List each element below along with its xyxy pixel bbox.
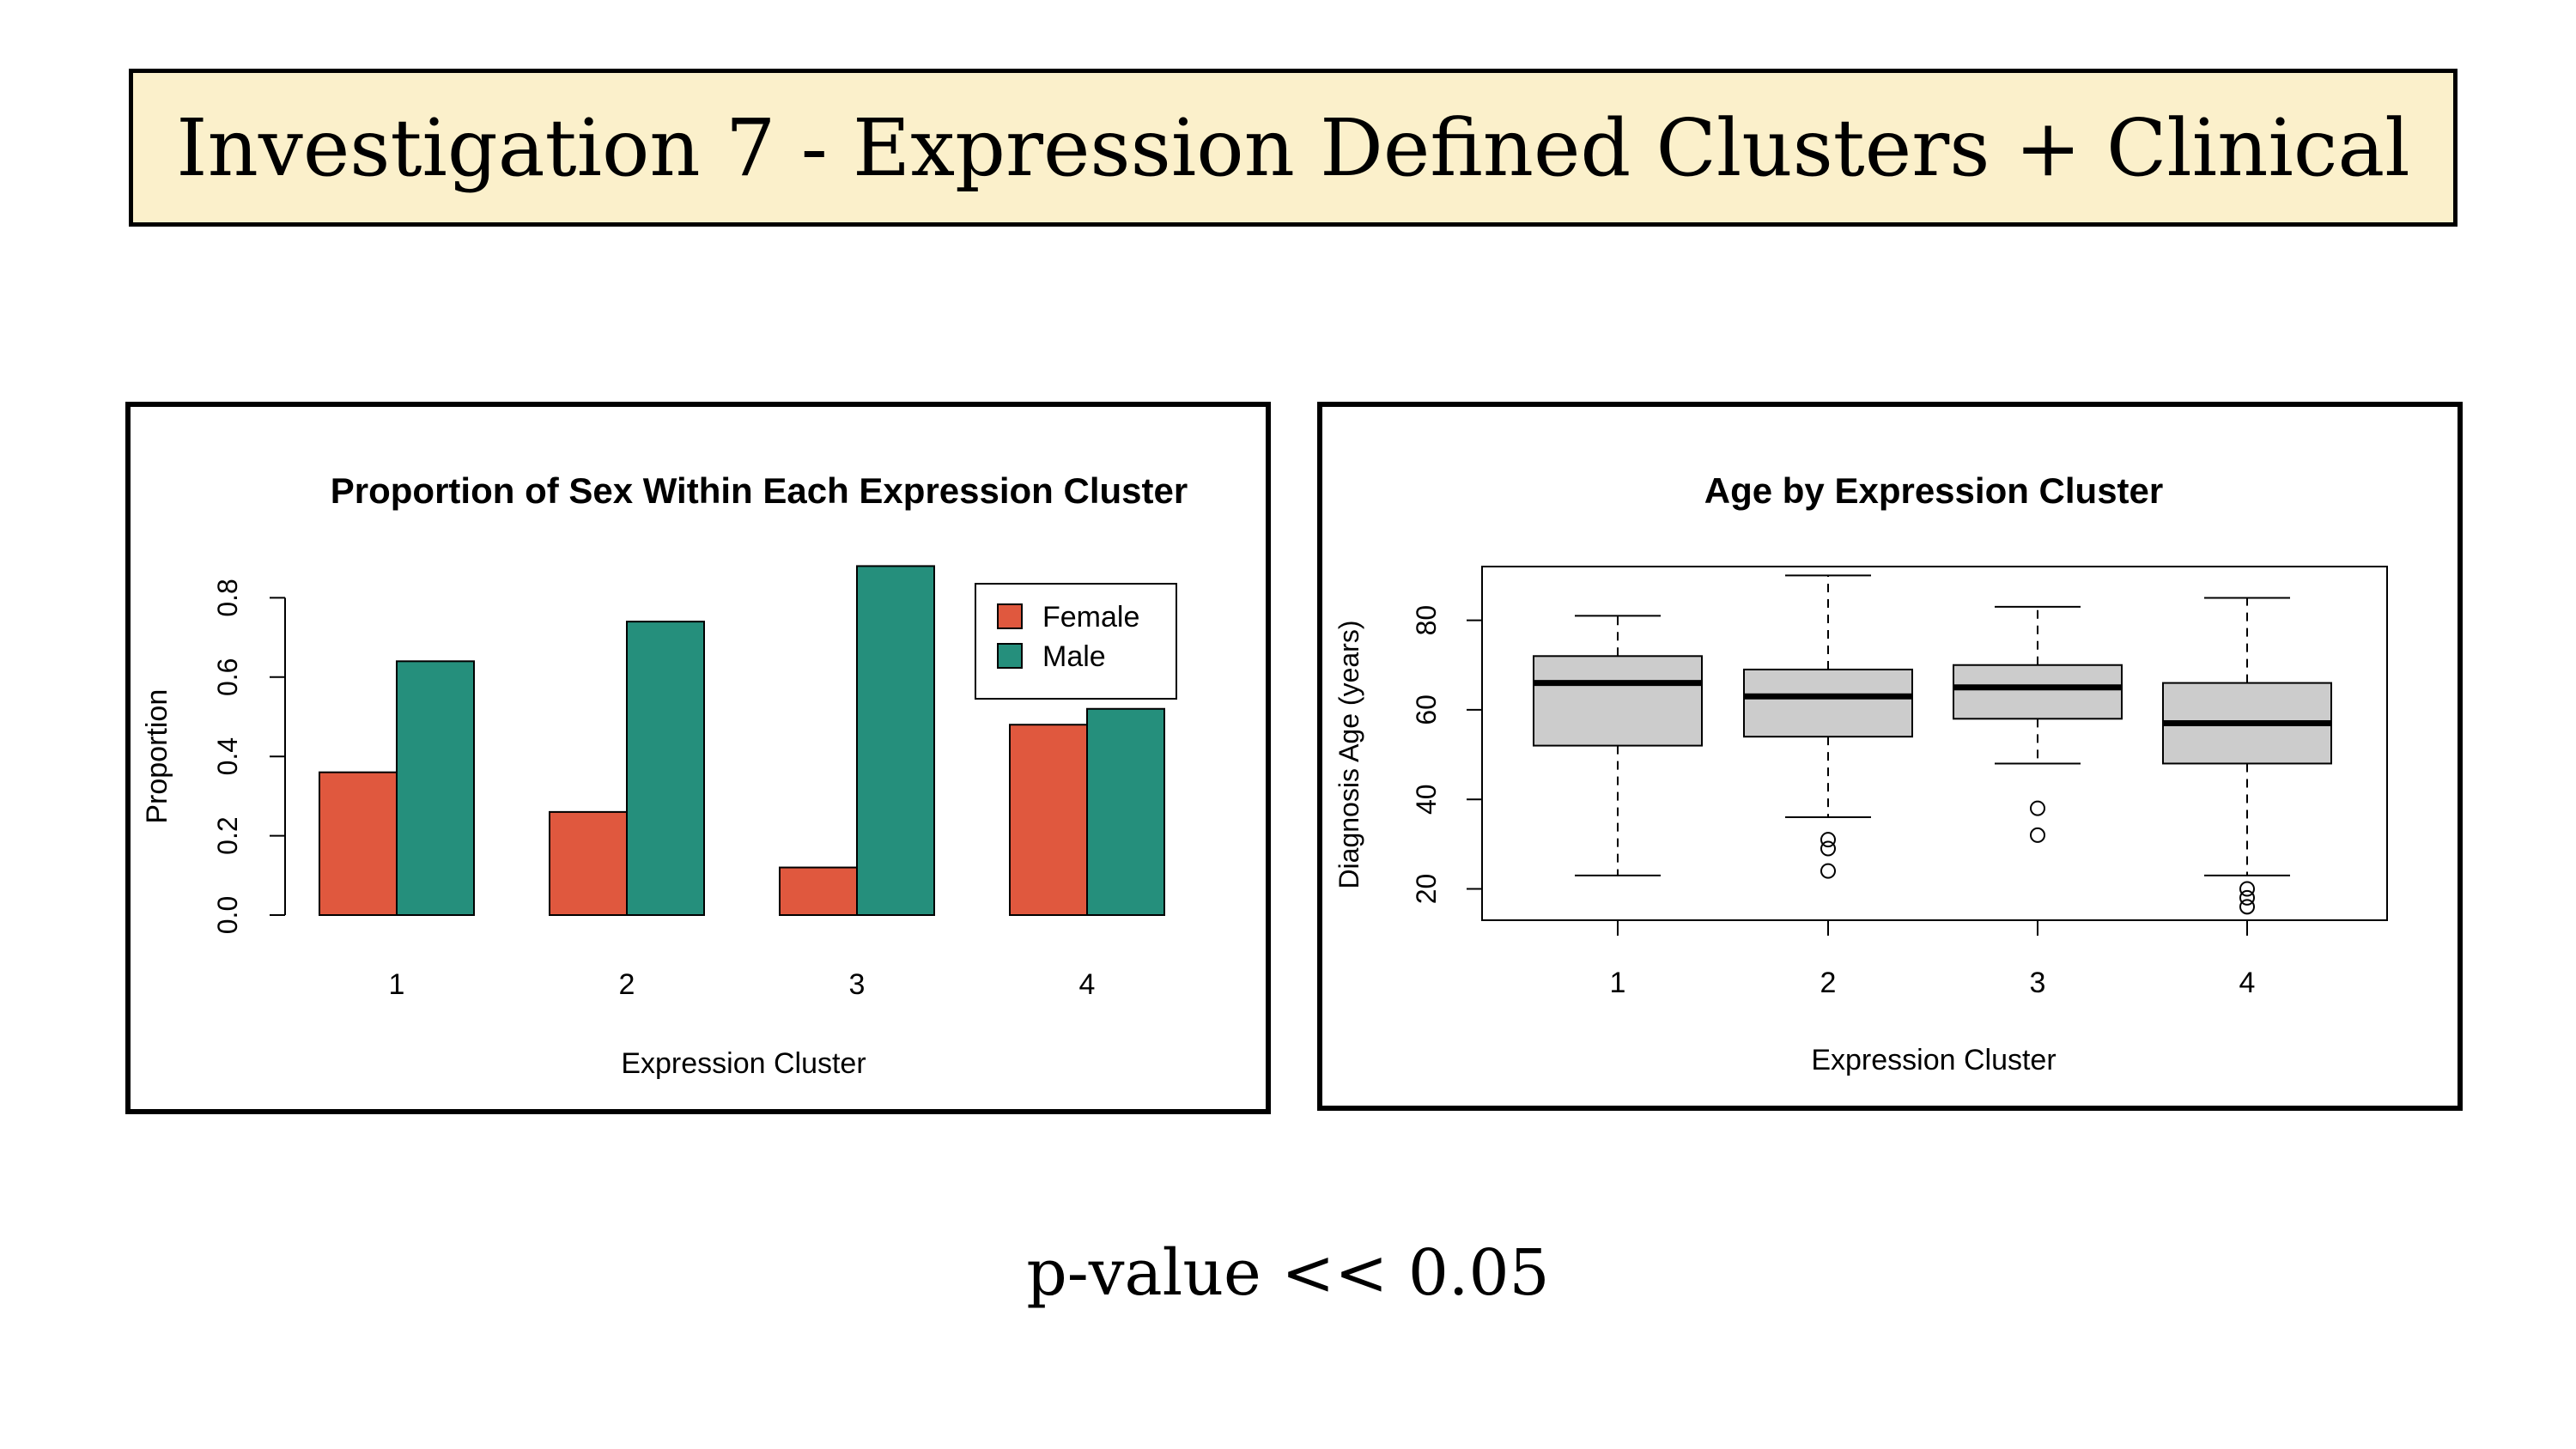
age-box-plot: Age by Expression Cluster 20 40 60 80 Diagnos… xyxy=(1334,470,2388,1076)
y-tick-label: 0.0 xyxy=(212,896,243,934)
x-tick-label: 2 xyxy=(1820,967,1837,999)
legend-label-male: Male xyxy=(1042,640,1106,673)
outlier-point xyxy=(2239,889,2255,906)
bar-male-cluster-1 xyxy=(396,660,475,916)
outlier-point xyxy=(1820,840,1836,857)
y-axis-label: Proportion xyxy=(141,689,173,824)
y-tick-label: 0.4 xyxy=(212,737,243,775)
legend-box xyxy=(975,583,1177,700)
y-tick-label: 60 xyxy=(1411,694,1442,725)
title-banner: Investigation 7 - Expression Defined Clu… xyxy=(129,69,2458,227)
x-tick-label: 1 xyxy=(1610,967,1626,999)
chart-title: Proportion of Sex Within Each Expression… xyxy=(331,470,1188,511)
bar-female-cluster-3 xyxy=(779,866,858,916)
y-tick-label: 0.6 xyxy=(212,658,243,696)
x-axis-label: Expression Cluster xyxy=(1811,1044,2056,1076)
box-cluster-4 xyxy=(2162,597,2332,915)
outlier-point xyxy=(1820,863,1836,879)
y-tick-label: 20 xyxy=(1411,874,1442,905)
outlier-point xyxy=(2030,800,2045,816)
x-tick-label: 2 xyxy=(619,968,635,1001)
legend-swatch-female xyxy=(997,603,1023,629)
iqr-box xyxy=(1953,664,2123,720)
box-cluster-1 xyxy=(1533,615,1703,876)
y-tick-label: 0.8 xyxy=(212,579,243,616)
sex-proportion-bar-chart: Proportion of Sex Within Each Expression… xyxy=(141,470,1188,1080)
chart-title: Age by Expression Cluster xyxy=(1704,470,2164,511)
x-axis-label: Expression Cluster xyxy=(621,1047,866,1080)
x-tick-label: 3 xyxy=(849,968,866,1001)
box-cluster-3 xyxy=(1953,605,2123,843)
y-tick-label: 40 xyxy=(1411,784,1442,815)
iqr-box xyxy=(1533,655,1703,747)
legend-swatch-male xyxy=(997,643,1023,669)
bar-male-cluster-3 xyxy=(856,565,935,916)
x-tick-label: 3 xyxy=(2030,967,2046,999)
legend-label-female: Female xyxy=(1042,601,1139,634)
bar-female-cluster-2 xyxy=(549,810,628,917)
y-tick-label: 0.2 xyxy=(212,816,243,854)
x-tick-label: 1 xyxy=(389,968,405,1001)
bar-male-cluster-2 xyxy=(626,621,705,916)
page-title: Investigation 7 - Expression Defined Clu… xyxy=(176,101,2410,194)
bar-female-cluster-1 xyxy=(319,771,398,916)
y-axis-label: Diagnosis Age (years) xyxy=(1334,621,1364,889)
bar-female-cluster-4 xyxy=(1009,724,1088,916)
outlier-point xyxy=(2239,881,2255,897)
outlier-point xyxy=(2239,899,2255,915)
bar-male-cluster-4 xyxy=(1086,707,1165,917)
iqr-box xyxy=(1743,668,1913,738)
outlier-point xyxy=(2030,827,2045,843)
x-tick-label: 4 xyxy=(2239,967,2256,999)
p-value-text: p-value << 0.05 xyxy=(1026,1236,1550,1310)
legend: Female Male xyxy=(975,583,1177,700)
box-cluster-2 xyxy=(1743,574,1913,879)
outlier-point xyxy=(1820,832,1836,848)
box-plot-panel: Age by Expression Cluster 20 40 60 80 Diagnos… xyxy=(1317,402,2463,1111)
x-tick-label: 4 xyxy=(1079,968,1096,1001)
y-tick-label: 80 xyxy=(1411,605,1442,636)
plot-frame xyxy=(1481,566,2388,921)
bar-chart-panel: Proportion of Sex Within Each Expression… xyxy=(125,402,1271,1114)
